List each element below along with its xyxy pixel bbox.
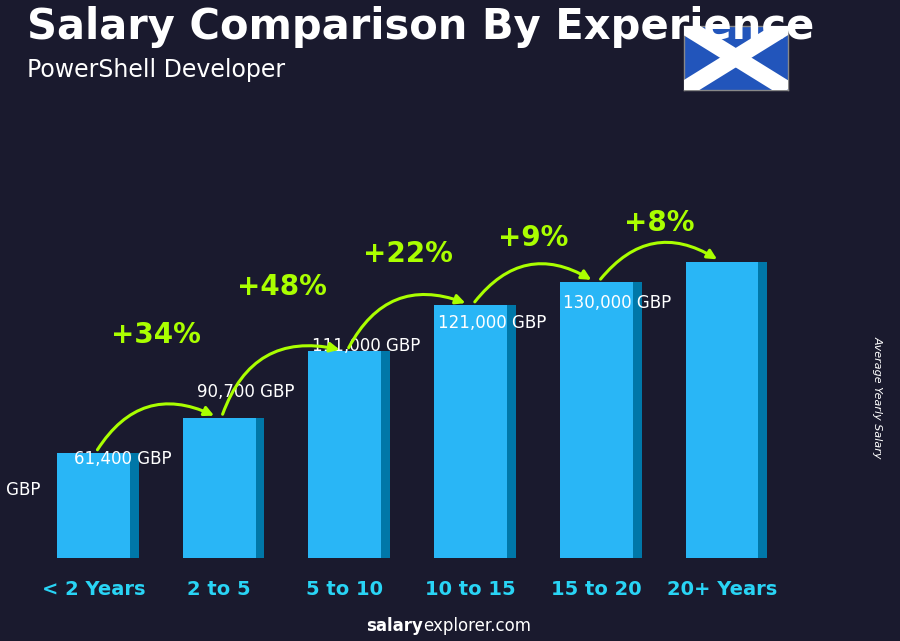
Polygon shape (130, 453, 139, 558)
Text: +9%: +9% (499, 224, 569, 252)
Text: < 2 Years: < 2 Years (41, 580, 145, 599)
Text: 2 to 5: 2 to 5 (187, 580, 251, 599)
Text: 5 to 10: 5 to 10 (306, 580, 383, 599)
Polygon shape (686, 262, 759, 558)
Polygon shape (759, 262, 768, 558)
Text: +48%: +48% (237, 273, 327, 301)
Text: 111,000 GBP: 111,000 GBP (312, 337, 420, 355)
Polygon shape (434, 305, 507, 558)
Text: 130,000 GBP: 130,000 GBP (563, 294, 671, 312)
Text: 121,000 GBP: 121,000 GBP (437, 314, 546, 332)
Polygon shape (633, 283, 642, 558)
Text: Salary Comparison By Experience: Salary Comparison By Experience (27, 6, 814, 49)
Text: 45,900 GBP: 45,900 GBP (0, 481, 40, 499)
Text: +34%: +34% (112, 321, 202, 349)
Text: 61,400 GBP: 61,400 GBP (74, 450, 171, 468)
Text: +22%: +22% (363, 240, 453, 268)
Text: PowerShell Developer: PowerShell Developer (27, 58, 285, 81)
Text: 10 to 15: 10 to 15 (426, 580, 516, 599)
Polygon shape (57, 453, 130, 558)
Polygon shape (507, 305, 516, 558)
Polygon shape (309, 351, 382, 558)
Text: Average Yearly Salary: Average Yearly Salary (872, 336, 883, 459)
Polygon shape (256, 418, 265, 558)
Text: +8%: +8% (624, 209, 695, 237)
Polygon shape (560, 283, 633, 558)
Text: 20+ Years: 20+ Years (667, 580, 777, 599)
Text: 15 to 20: 15 to 20 (551, 580, 642, 599)
Text: 90,700 GBP: 90,700 GBP (197, 383, 294, 401)
Polygon shape (382, 351, 390, 558)
Text: salary: salary (366, 617, 423, 635)
Polygon shape (183, 418, 256, 558)
Text: explorer.com: explorer.com (423, 617, 531, 635)
